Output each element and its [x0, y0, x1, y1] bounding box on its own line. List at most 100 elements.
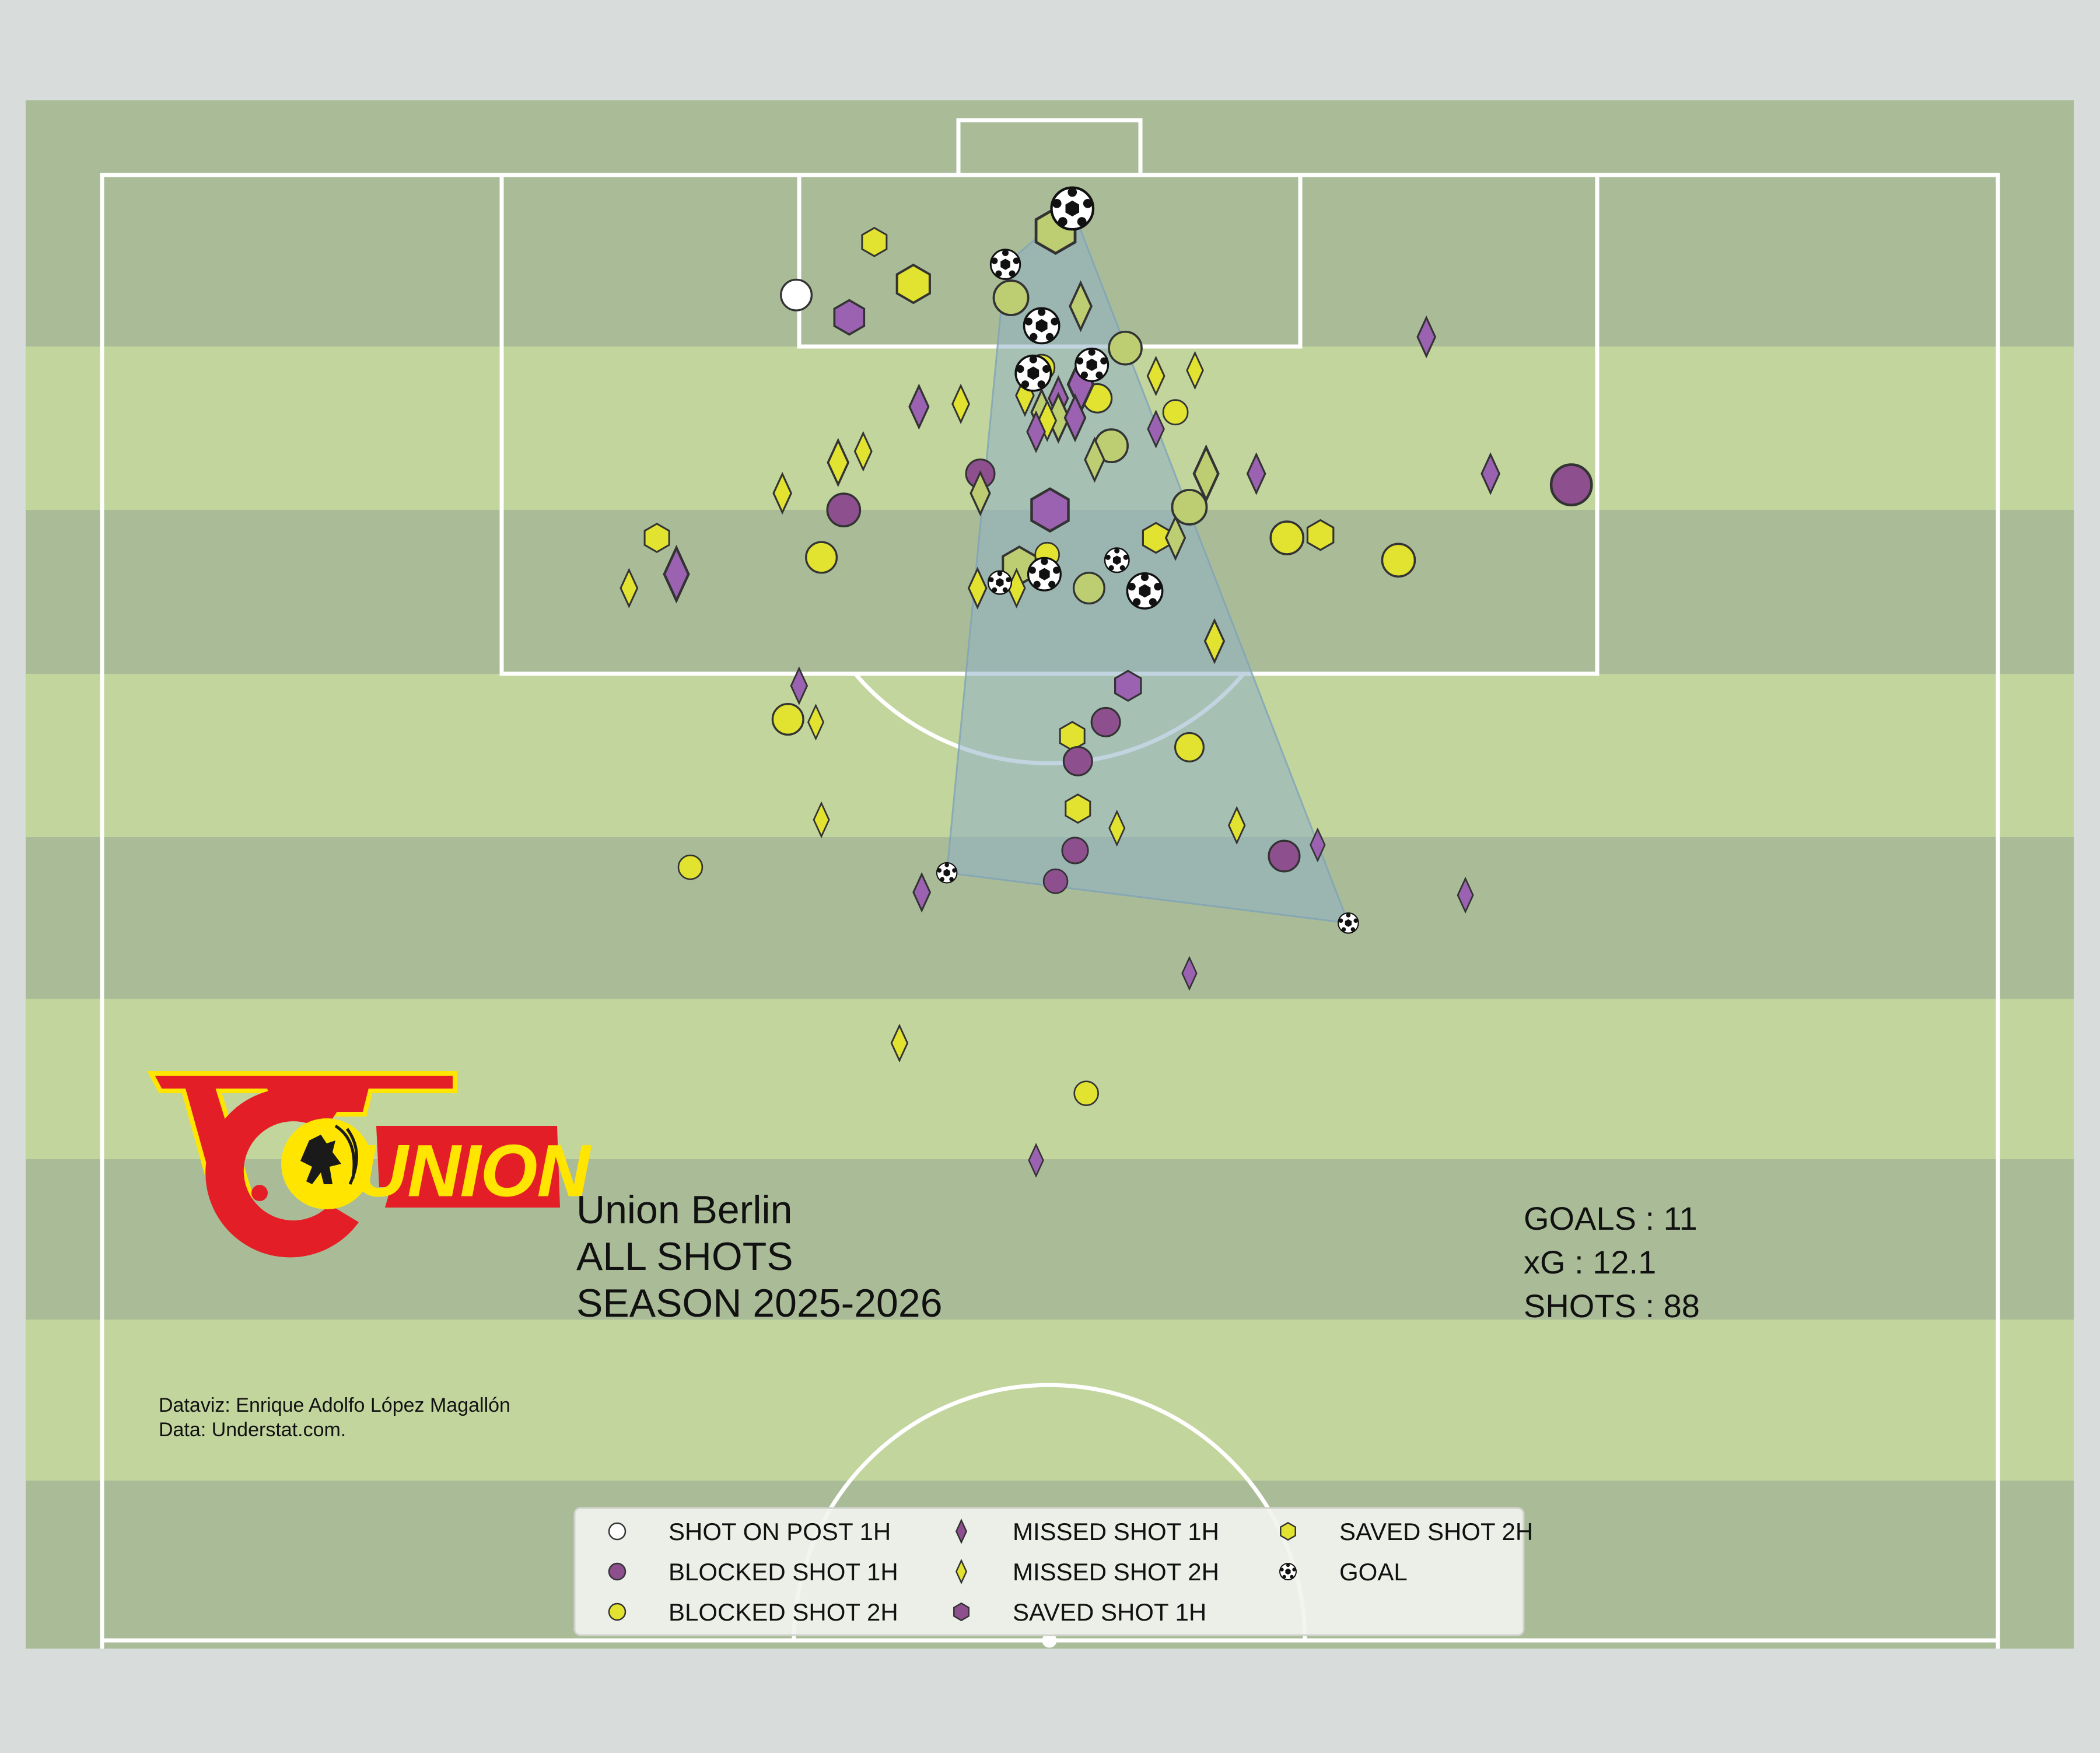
legend-label: MISSED SHOT 1H: [1013, 1518, 1219, 1545]
shot-missed-2h: [1227, 806, 1246, 845]
goals-stat: GOALS : 11: [1524, 1200, 1698, 1237]
shot-missed-1h: [912, 872, 932, 913]
shot-blocked-2h: [1073, 1080, 1099, 1106]
shot-saved-2h: [861, 226, 888, 257]
shot-missed-1h: [908, 383, 930, 430]
shot-missed-1h: [1457, 876, 1474, 914]
shot-missed-2h: [1084, 436, 1105, 483]
shot-missed-2h: [1203, 618, 1226, 664]
shot-blocked-2h: [1162, 399, 1189, 426]
shot-missed-1h: [1480, 452, 1501, 495]
logo-letter-c: [205, 1088, 359, 1258]
shot-blocked-2h: [1381, 543, 1416, 578]
legend-goal-icon: [1279, 1563, 1297, 1580]
shot-missed-2h: [890, 1023, 909, 1063]
shots-stat: SHOTS : 88: [1524, 1287, 1700, 1324]
legend-saved-shot-1h-icon: [953, 1602, 970, 1622]
goal-frame: [956, 118, 1143, 177]
legend-label: BLOCKED SHOT 2H: [668, 1598, 898, 1626]
legend-label: SAVED SHOT 2H: [1339, 1518, 1533, 1545]
shot-missed-2h: [620, 568, 639, 608]
shot-missed-2h: [813, 801, 830, 838]
shot-saved-2h: [643, 523, 670, 554]
shot-missed-2h: [951, 383, 971, 425]
shot-missed-1h: [1147, 410, 1165, 449]
centre-spot: [1042, 1633, 1057, 1648]
legend-label: GOAL: [1339, 1558, 1408, 1586]
shot-missed-2h: [853, 431, 873, 472]
shot-missed-1h: [663, 544, 690, 604]
club-logo: UNION: [147, 1071, 592, 1258]
shot-missed-1h: [1028, 1143, 1044, 1178]
pitch-stripe: [26, 1159, 2074, 1320]
logo-wordmark-bg: [376, 1126, 560, 1208]
team-title: Union Berlin: [576, 1188, 792, 1232]
shot-goal-1h: [1104, 547, 1130, 573]
shot-missed-1h: [1181, 956, 1198, 991]
logo-wordmark: UNION: [355, 1131, 592, 1212]
shot-goal-1h: [936, 862, 958, 884]
shot-saved-1h: [1114, 670, 1142, 702]
logo-ball-seams: [334, 1124, 358, 1185]
shot-missed-2h: [807, 704, 825, 741]
shot-goal-1h: [989, 249, 1021, 280]
shot-blocked-1h: [1061, 837, 1089, 865]
legend-label: SAVED SHOT 1H: [1013, 1598, 1206, 1626]
shot-blocked-2h: [1072, 572, 1105, 605]
shot-missed-1h: [1310, 827, 1326, 863]
shot-saved-1h: [1030, 487, 1070, 533]
top-margin: [0, 0, 2100, 100]
shot-missed-1h: [1416, 315, 1437, 359]
shot-missed-1h: [1026, 410, 1046, 453]
pitch-stripe: [26, 1320, 2074, 1481]
chart-subtitle: ALL SHOTS: [576, 1234, 793, 1279]
shot-blocked-2h: [1269, 520, 1305, 555]
legend-blocked-shot-2h-icon: [608, 1602, 626, 1621]
shot-missed-2h: [967, 566, 988, 610]
shot-saved-2h: [1059, 720, 1086, 751]
shot-goal-1h: [1014, 354, 1052, 392]
shot-blocked-2h: [1174, 732, 1205, 762]
shot-missed-2h: [1069, 280, 1093, 333]
shot-missed-1h: [1063, 393, 1087, 443]
shot-goal-1h: [1126, 572, 1164, 610]
legend: SHOT ON POST 1H BLOCKED SHOT 1H BLOCKED SH…: [573, 1507, 1533, 1636]
shot-goal-1h: [1074, 347, 1110, 382]
shot-missed-2h: [1146, 355, 1166, 397]
dataviz-credit: Dataviz: Enrique Adolfo López Magallón: [159, 1394, 510, 1416]
legend-label: BLOCKED SHOT 1H: [668, 1558, 898, 1586]
shot-blocked-2h: [1171, 488, 1208, 526]
data-source-credit: Data: Understat.com.: [159, 1419, 346, 1441]
shot-blocked-1h: [1042, 868, 1069, 894]
shot-goal-1h: [1027, 557, 1062, 592]
xg-stat: xG : 12.1: [1524, 1244, 1656, 1280]
shot-blocked-2h: [992, 279, 1030, 316]
shot-missed-2h: [970, 470, 991, 517]
shot-blocked-1h: [1549, 463, 1593, 506]
legend-blocked-shot-1h-icon: [608, 1562, 626, 1581]
shot-goal-1h: [1338, 912, 1359, 934]
legend-saved-shot-2h-icon: [1280, 1521, 1296, 1541]
legend-label: MISSED SHOT 2H: [1013, 1558, 1219, 1586]
shot-blocked-1h: [826, 492, 862, 527]
shot-missed-2h: [1186, 351, 1204, 390]
shot-saved-2h: [1306, 519, 1335, 551]
shot-missed-1h: [790, 666, 808, 705]
shot-missed-2h: [827, 438, 850, 487]
shot-markers: [620, 186, 1593, 1178]
legend-shot-on-post-1h-icon: [608, 1522, 626, 1541]
bottom-margin: [0, 1649, 2100, 1750]
shot-missed-2h: [772, 471, 793, 515]
shot-blocked-1h: [1090, 706, 1121, 737]
legend-label: SHOT ON POST 1H: [668, 1518, 891, 1545]
shot-saved-2h: [895, 263, 931, 305]
shot-blocked-1h: [1268, 839, 1301, 873]
shot-blocked-2h: [805, 541, 838, 574]
shot-blocked-2h: [677, 854, 704, 880]
shot-missed-2h: [1164, 515, 1186, 561]
shot-post-1h: [780, 278, 813, 312]
legend-missed-shot-2h-icon: [955, 1559, 968, 1584]
logo-dot: [251, 1185, 268, 1201]
